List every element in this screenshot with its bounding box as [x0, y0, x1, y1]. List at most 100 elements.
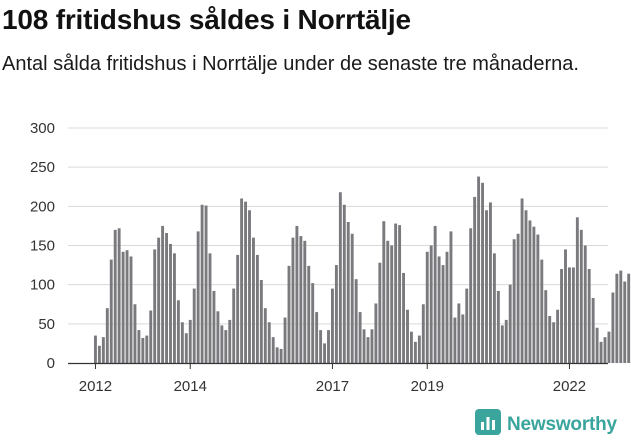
newsworthy-logo: Newsworthy: [475, 409, 617, 440]
bar: [425, 251, 429, 363]
bar: [378, 262, 382, 363]
bar: [117, 228, 121, 363]
bar: [232, 288, 236, 363]
y-axis-labels: 0 50 100 150 200 250 300: [30, 120, 55, 372]
bar: [204, 205, 208, 363]
bar: [267, 322, 271, 363]
bar: [560, 269, 563, 363]
bar: [374, 303, 378, 363]
bar: [176, 300, 180, 363]
bar: [200, 204, 204, 363]
bar: [433, 225, 437, 363]
bar: [540, 259, 544, 363]
bar: [291, 237, 295, 363]
bar: [599, 341, 603, 363]
bar: [125, 250, 129, 363]
bar: [607, 331, 611, 363]
bar: [421, 304, 425, 363]
bar: [334, 265, 338, 363]
bar: [196, 231, 200, 363]
bar: [548, 316, 552, 363]
bar: [453, 317, 457, 363]
bar: [244, 201, 247, 363]
x-axis: 201220142017201920222024: [68, 362, 608, 395]
bar: [370, 329, 374, 363]
bar: [157, 237, 161, 363]
bar: [615, 273, 619, 363]
bar: [121, 251, 125, 363]
bar: [113, 229, 117, 363]
bar: [627, 273, 631, 363]
bar: [445, 251, 449, 363]
bar: [283, 317, 287, 363]
bar: [94, 335, 97, 363]
bar: [457, 303, 461, 363]
bar: [331, 288, 334, 363]
y-tick-label: 300: [30, 120, 55, 137]
bar: [532, 226, 536, 363]
bar: [338, 192, 342, 363]
y-tick-label: 150: [30, 238, 55, 255]
bar: [141, 337, 145, 363]
bar: [303, 240, 307, 363]
bar: [516, 233, 520, 363]
bar: [575, 217, 579, 363]
bar: [220, 325, 224, 363]
bar: [275, 347, 279, 363]
x-tick-label: 2019: [411, 378, 444, 395]
bar: [299, 236, 303, 363]
bar: [591, 297, 595, 363]
bar: [571, 267, 575, 363]
bar: [240, 198, 244, 363]
bar: [184, 333, 188, 363]
bar: [216, 311, 220, 363]
bar: [153, 249, 157, 363]
bar: [188, 319, 192, 363]
bar: [354, 279, 358, 363]
bar: [97, 345, 101, 363]
bar: [248, 210, 251, 363]
bar: [323, 343, 326, 363]
bar: [520, 198, 524, 363]
bar: [307, 265, 311, 363]
bar: [398, 225, 402, 363]
x-tick-label: 2012: [79, 378, 112, 395]
bar: [169, 243, 172, 363]
bar: [386, 240, 390, 363]
bar: [319, 330, 323, 363]
bar: [279, 348, 283, 363]
bar: [109, 259, 113, 363]
bar: [417, 335, 421, 363]
bar: [477, 176, 481, 363]
bar: [437, 256, 441, 363]
bar: [473, 196, 477, 363]
bar: [500, 325, 504, 363]
bar: [492, 253, 496, 363]
bar: [611, 292, 615, 363]
y-tick-label: 50: [38, 316, 55, 333]
x-tick-label: 2022: [553, 378, 586, 395]
bar: [346, 222, 350, 363]
bar: [228, 319, 232, 363]
bar: [481, 182, 484, 363]
bar: [255, 254, 259, 363]
bar: [271, 337, 275, 363]
bar: [212, 290, 216, 363]
bar: [410, 331, 413, 363]
bar: [382, 221, 386, 363]
bar: [465, 288, 469, 363]
bar: [252, 237, 255, 363]
bar: [180, 322, 184, 363]
bar: [469, 228, 473, 363]
bar: [287, 265, 291, 363]
bar: [603, 337, 607, 363]
bar: [129, 256, 133, 363]
bar: [568, 267, 571, 363]
bar: [315, 312, 319, 363]
bar: [504, 319, 508, 363]
bar: [327, 330, 330, 363]
bar: [366, 337, 370, 363]
bar: [489, 202, 492, 363]
chart-title: 108 fritidshus såldes i Norrtälje: [2, 4, 411, 35]
